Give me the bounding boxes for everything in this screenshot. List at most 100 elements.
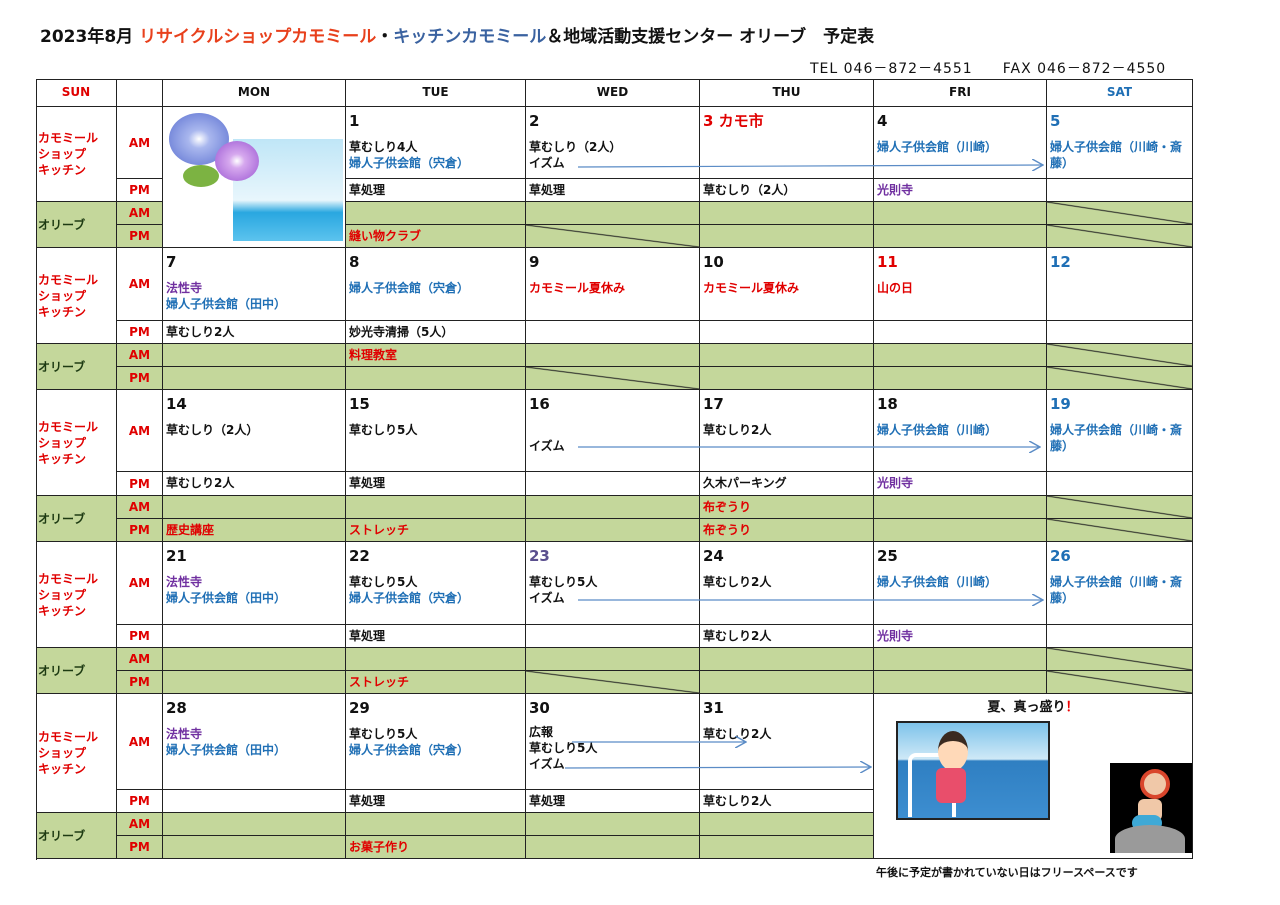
pm-label: PM	[117, 671, 163, 694]
day-number: 4	[877, 112, 888, 130]
pm-entry: 草処理	[349, 629, 386, 643]
pm-label: PM	[117, 519, 163, 542]
day-cell-am: 24 草むしり2人	[700, 542, 874, 625]
morning-glory-sea-image	[163, 107, 346, 248]
day-cell-pm	[700, 321, 874, 344]
olive-cell-am	[163, 648, 346, 671]
day-header-label: FRI	[949, 85, 971, 99]
day-cell-am: 17 草むしり2人	[700, 390, 874, 472]
pm-entry: 久木パーキング	[703, 476, 787, 490]
olive-cell-am	[700, 813, 874, 836]
olive-cell-pm	[163, 836, 346, 859]
day-cell-pm	[1047, 321, 1193, 344]
am-text: AM	[128, 817, 151, 831]
day-cell-am: 26 婦人子供会館（川崎・斎藤）	[1047, 542, 1193, 625]
pm-entry: 草処理	[529, 183, 566, 197]
olive-cell-am	[346, 813, 526, 836]
am-text: AM	[128, 500, 151, 514]
olive-cell-am	[163, 496, 346, 519]
pm-label: PM	[117, 225, 163, 248]
footnote: 午後に予定が書かれていない日はフリースペースです	[876, 866, 1138, 879]
title-shop: リサイクルショップカモミール	[139, 27, 377, 47]
olive-pm-entry: ストレッチ	[349, 523, 410, 537]
olive-cell-pm	[700, 225, 874, 248]
pm-label: PM	[117, 321, 163, 344]
am-label: AM	[117, 694, 163, 790]
am-entry: 婦人子供会館（宍倉）	[349, 591, 470, 605]
pm-entry: 草処理	[349, 476, 386, 490]
olive-pm-entry: お菓子作り	[349, 840, 410, 854]
am-entry: 婦人子供会館（川崎・斎藤）	[1050, 140, 1183, 170]
row-label-kamomile: カモミール ショップ キッチン	[36, 390, 117, 496]
olive-cell-pm	[346, 367, 526, 390]
olive-cell-pm	[1047, 225, 1193, 248]
pm-text: PM	[129, 229, 150, 243]
am-entry: イズム	[529, 591, 565, 605]
day-number: 24	[703, 547, 724, 565]
day-cell-am: 5 婦人子供会館（川崎・斎藤）	[1047, 107, 1193, 179]
day-header-label: WED	[596, 85, 629, 99]
pm-entry: 草処理	[349, 794, 386, 808]
am-entry: 草むしり2人	[703, 423, 772, 437]
day-number: 5	[1050, 112, 1061, 130]
day-cell-am: 10 カモミール夏休み	[700, 248, 874, 321]
pm-entry: 草むしり2人	[166, 476, 235, 490]
am-label: AM	[117, 390, 163, 472]
day-header-label: MON	[237, 85, 271, 99]
olive-cell-am	[526, 344, 700, 367]
pm-entry: 草むしり2人	[703, 629, 772, 643]
olive-cell-pm	[874, 225, 1047, 248]
olive-cell-pm: お菓子作り	[346, 836, 526, 859]
am-entry: イズム	[529, 439, 565, 453]
day-cell-pm: 久木パーキング	[700, 472, 874, 496]
day-number: 31	[703, 699, 724, 717]
olive-cell-pm	[526, 519, 700, 542]
day-cell-am: 25 婦人子供会館（川崎）	[874, 542, 1047, 625]
olive-cell-am	[874, 496, 1047, 519]
day-header-label: SUN	[61, 85, 91, 99]
olive-cell-pm: ストレッチ	[346, 519, 526, 542]
am-entry: 草むしり2人	[703, 727, 772, 741]
olive-pm-entry: 布ぞうり	[703, 523, 752, 537]
girl-on-ship-image	[896, 721, 1050, 820]
day-number: 23	[529, 547, 550, 565]
day-cell-am: 21 法性寺 婦人子供会館（田中）	[163, 542, 346, 625]
day-cell-pm: 草処理	[346, 790, 526, 813]
olive-cell-am	[1047, 202, 1193, 225]
kamomile-label: カモミール ショップ キッチン	[38, 571, 99, 618]
olive-cell-pm	[874, 671, 1047, 694]
header-sat: SAT	[1047, 79, 1193, 107]
am-label: AM	[117, 107, 163, 179]
pm-label: PM	[117, 790, 163, 813]
day-cell-am: 8 婦人子供会館（宍倉）	[346, 248, 526, 321]
olive-cell-pm	[874, 519, 1047, 542]
pm-entry: 光則寺	[877, 476, 914, 490]
day-cell-pm	[1047, 625, 1193, 648]
am-label: AM	[117, 202, 163, 225]
day-number: 25	[877, 547, 898, 565]
am-text: AM	[128, 734, 151, 749]
row-label-olive: オリーブ	[36, 202, 117, 248]
olive-cell-am	[346, 648, 526, 671]
am-entry: 法性寺	[166, 281, 203, 295]
pm-text: PM	[129, 476, 150, 491]
olive-cell-am	[1047, 496, 1193, 519]
day-cell-pm: 草むしり2人	[163, 321, 346, 344]
pm-text: PM	[129, 523, 150, 537]
olive-cell-am	[874, 202, 1047, 225]
day-cell-am: 22 草むしり5人 婦人子供会館（宍倉）	[346, 542, 526, 625]
am-entry: 草むしり5人	[529, 575, 598, 589]
pm-entry: 妙光寺清掃（5人）	[349, 325, 454, 339]
olive-cell-pm	[526, 671, 700, 694]
olive-am-entry: 料理教室	[349, 348, 398, 362]
day-cell-pm: 草処理	[346, 625, 526, 648]
olive-cell-pm: 歴史講座	[163, 519, 346, 542]
day-cell-am: 11 山の日	[874, 248, 1047, 321]
header-wed: WED	[526, 79, 700, 107]
day-cell-pm: 草処理	[526, 790, 700, 813]
day-number: 10	[703, 253, 724, 271]
olive-cell-pm	[874, 367, 1047, 390]
header-sun: SUN	[36, 79, 117, 107]
day-number: 29	[349, 699, 370, 717]
day-cell-pm: 光則寺	[874, 472, 1047, 496]
